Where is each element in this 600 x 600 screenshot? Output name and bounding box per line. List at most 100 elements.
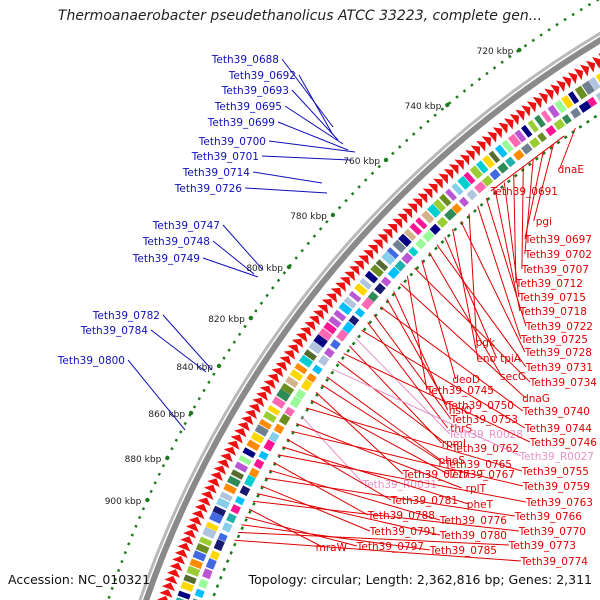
gene-arrow-58 (358, 255, 369, 265)
reverse-leader-41 (282, 446, 469, 505)
gene-arrow-26 (227, 440, 240, 450)
gene-arrow-79 (465, 150, 475, 161)
feature-band-b-4 (198, 578, 209, 589)
reverse-leader-6 (513, 174, 517, 284)
gene-arrow-24 (220, 453, 233, 463)
backbone-shadow (138, 31, 600, 600)
reverse-leader-1 (490, 135, 565, 192)
gene-arrow-17 (197, 497, 211, 507)
kbp-tick-740 (445, 102, 450, 108)
kbp-tick-900 (145, 497, 150, 503)
reverse-gene-label: hslO (449, 405, 472, 417)
forward-leader-5 (268, 140, 356, 153)
feature-band-a-61 (439, 193, 452, 207)
feature-band-a-11 (202, 526, 217, 539)
gene-arrow-36 (263, 379, 276, 389)
feature-band-b-49 (451, 203, 463, 214)
gene-arrow-25 (223, 446, 236, 456)
feature-band-a-6 (186, 565, 201, 577)
gene-arrow-18 (200, 491, 214, 500)
reverse-gene-label: Teth39_0707 (521, 264, 589, 276)
forward-leader-14 (127, 359, 186, 431)
gene-arrow-89 (521, 105, 531, 117)
feature-band-a-10 (199, 536, 213, 547)
forward-gene-label: Teth39_0692 (228, 70, 296, 82)
gene-arrow-99 (580, 64, 590, 77)
feature-band-a-52 (386, 247, 399, 259)
gene-arrow-35 (259, 385, 272, 395)
gene-arrow-22 (213, 465, 227, 475)
feature-band-a-32 (285, 376, 299, 388)
feature-band-a-44 (343, 296, 357, 309)
forward-gene-label: Teth39_0784 (80, 325, 149, 337)
reverse-gene-label: Teth39_0770 (518, 526, 586, 538)
forward-leader-2 (291, 89, 339, 141)
accession-text: Accession: NC_010321 (8, 572, 151, 587)
gene-arrow-62 (377, 234, 388, 244)
feature-band-b-28 (312, 364, 323, 375)
feature-band-a-8 (192, 550, 207, 562)
feature-band-a-19 (230, 469, 244, 480)
feature-band-a-24 (250, 431, 265, 444)
feature-band-a-76 (534, 114, 546, 128)
kbp-tick-780 (330, 212, 336, 218)
feature-band-b-5 (202, 568, 213, 580)
feature-band-a-84 (588, 76, 600, 91)
gene-arrow-38 (271, 367, 284, 378)
feature-band-b-52 (474, 181, 487, 194)
reverse-leader-12 (460, 221, 526, 353)
gene-arrow-93 (544, 88, 554, 101)
reverse-leader-48 (252, 500, 519, 532)
forward-leader-3 (284, 105, 344, 145)
gene-arrow-63 (382, 229, 393, 239)
reverse-leader-27 (355, 337, 451, 435)
reverse-leader-50 (245, 516, 358, 547)
reverse-leader-10 (477, 205, 522, 340)
reverse-gene-label: Teth39_R0028 (448, 429, 524, 441)
feature-band-a-64 (457, 175, 471, 190)
feature-band-a-55 (403, 228, 417, 242)
reverse-gene-label: Teth39_0766 (514, 511, 583, 523)
feature-band-a-47 (359, 278, 372, 290)
gene-arrow-50 (321, 299, 333, 309)
reverse-gene-label: Teth39_0773 (508, 540, 576, 552)
feature-band-a-85 (595, 73, 600, 83)
reverse-gene-label: Teth39_0776 (439, 515, 508, 527)
feature-band-b-56 (505, 156, 516, 168)
reverse-leader-36 (305, 407, 523, 472)
feature-band-a-49 (370, 264, 384, 278)
feature-band-b-53 (481, 175, 494, 187)
feature-band-a-60 (433, 199, 447, 213)
feature-band-b-64 (570, 107, 582, 119)
reverse-leader-2 (533, 143, 555, 222)
feature-band-b-67 (595, 92, 600, 102)
reverse-leader-22 (386, 298, 448, 406)
feature-band-a-63 (451, 182, 464, 196)
feature-band-a-73 (514, 129, 527, 143)
feature-band-a-71 (501, 139, 514, 153)
feature-band-b-3 (194, 588, 205, 598)
reverse-leader-14 (444, 236, 498, 359)
gene-arrow-59 (363, 250, 374, 260)
reverse-leader-17 (421, 260, 457, 380)
feature-band-a-53 (392, 239, 407, 253)
reverse-leader-13 (452, 229, 479, 359)
feature-band-a-4 (180, 581, 195, 592)
feature-band-a-27 (263, 411, 277, 423)
feature-band-b-21 (273, 423, 285, 435)
reverse-gene-label: dnaE (558, 164, 584, 176)
forward-leader-8 (244, 187, 328, 194)
feature-band-a-46 (354, 283, 368, 296)
reverse-gene-label: Teth39_0702 (524, 249, 592, 261)
feature-band-b-11 (226, 513, 237, 524)
reverse-gene-label: Teth39_0715 (518, 292, 586, 304)
kbp-tick-840 (216, 363, 222, 369)
feature-band-a-66 (469, 165, 483, 179)
reverse-leader-5 (521, 166, 524, 270)
genome-summary-text: Topology: circular; Length: 2,362,816 bp… (248, 572, 592, 587)
reverse-gene-label: Teth39_0791 (369, 526, 437, 538)
gene-arrow-15 (191, 510, 205, 520)
gene-arrow-67 (402, 208, 413, 219)
feature-band-b-10 (221, 522, 233, 533)
